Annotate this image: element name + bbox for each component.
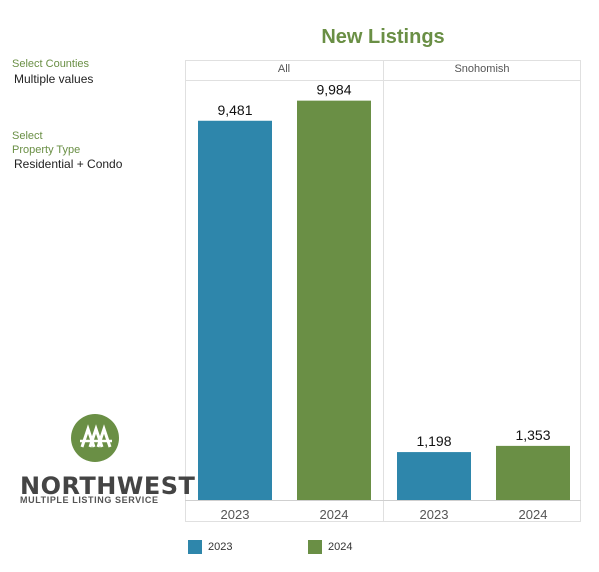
header-bottom-line [185,80,581,81]
panel-divider-left [185,60,186,522]
x-tick-snohomish-2024: 2024 [519,507,548,522]
counties-filter-value[interactable]: Multiple values [14,72,94,86]
bar-snohomish-2024[interactable] [496,445,570,500]
property-filter-label-line1: Select [12,130,43,142]
property-filter-label-line2: Property Type [12,144,81,156]
legend-label-2024: 2024 [328,541,353,553]
logo-wordmark: NORTHWEST [20,472,196,500]
header-top-line [185,60,581,61]
legend-swatch-2024 [308,540,322,554]
x-tick-snohomish-2023: 2023 [420,507,449,522]
data-label-snohomish-2024: 1,353 [515,427,550,443]
legend-item-2024: 2024 [308,540,352,554]
counties-filter-label: Select Counties [12,58,90,70]
bar-all-2024[interactable] [297,100,371,500]
legend-label-2023: 2023 [208,541,233,553]
panel-header-snohomish: Snohomish [454,63,510,75]
x-tick-all-2023: 2023 [221,507,250,522]
x-tick-all-2024: 2024 [320,507,349,522]
nwmls-logo-mark [71,414,119,462]
axis-bottom-line [185,521,581,522]
logo-subtitle: MULTIPLE LISTING SERVICE [20,495,159,505]
property-filter-value[interactable]: Residential + Condo [14,157,123,171]
legend-swatch-2023 [188,540,202,554]
panel-divider-middle [383,60,384,522]
data-label-snohomish-2023: 1,198 [416,433,451,449]
bar-all-2023[interactable] [198,120,272,500]
legend-item-2023: 2023 [188,540,232,554]
baseline-line [185,500,581,501]
data-label-all-2024: 9,984 [316,82,351,98]
bar-snohomish-2023[interactable] [397,452,471,500]
data-label-all-2023: 9,481 [217,102,252,118]
chart-title: New Listings [321,26,445,48]
panel-header-all: All [277,63,291,75]
panel-divider-right [580,60,581,522]
